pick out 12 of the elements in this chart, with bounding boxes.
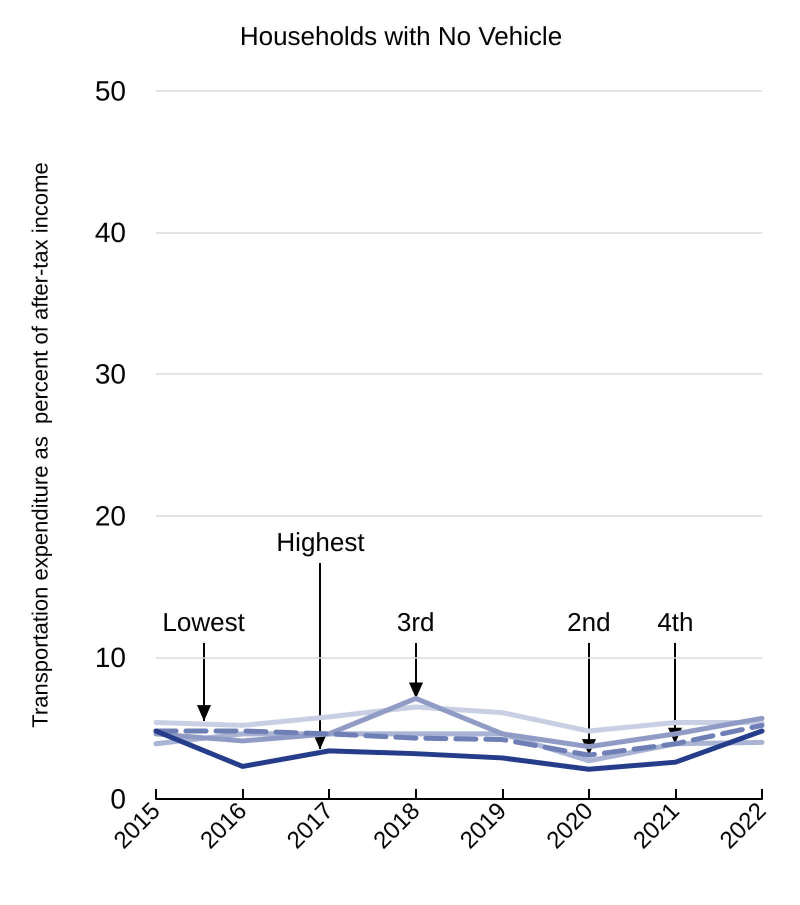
y-tick-label: 10 bbox=[94, 642, 126, 673]
annotation: 2nd bbox=[567, 607, 611, 637]
annotation: 3rd bbox=[396, 607, 435, 637]
annotation: Lowest bbox=[162, 607, 246, 637]
chart-title: Households with No Vehicle bbox=[240, 21, 562, 51]
y-tick-label: 30 bbox=[94, 358, 126, 390]
y-axis-title: Transportation expenditure as percent of after-tax income bbox=[28, 162, 52, 728]
annotation: Highest bbox=[276, 527, 366, 557]
y-tick-label: 50 bbox=[94, 76, 126, 106]
annotation: 4th bbox=[657, 607, 694, 637]
y-tick-label: 40 bbox=[94, 217, 126, 248]
y-tick-label: 20 bbox=[94, 500, 126, 532]
